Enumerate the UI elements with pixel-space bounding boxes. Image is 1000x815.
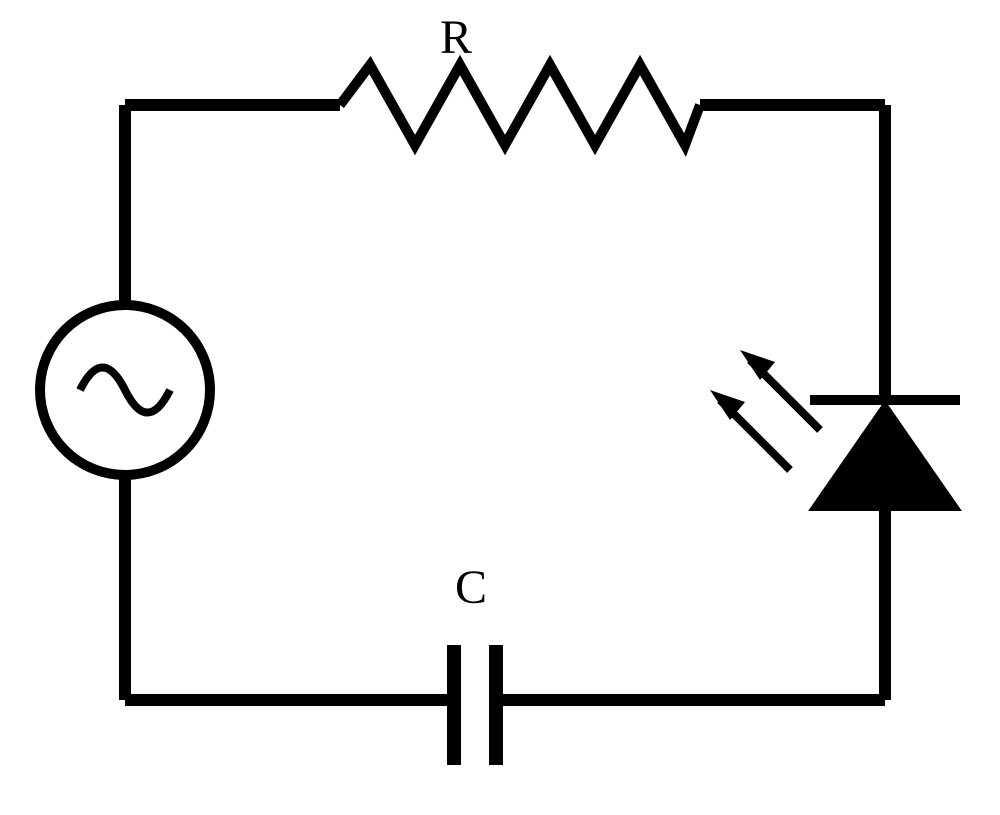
led-triangle	[810, 402, 960, 510]
ac-source-sine	[80, 368, 170, 413]
label-resistor: R	[440, 10, 472, 65]
label-capacitor: C	[455, 560, 487, 615]
circuit-svg	[0, 0, 1000, 815]
resistor	[340, 65, 700, 145]
led-arrows	[710, 350, 820, 470]
circuit-diagram: R C	[0, 0, 1000, 815]
